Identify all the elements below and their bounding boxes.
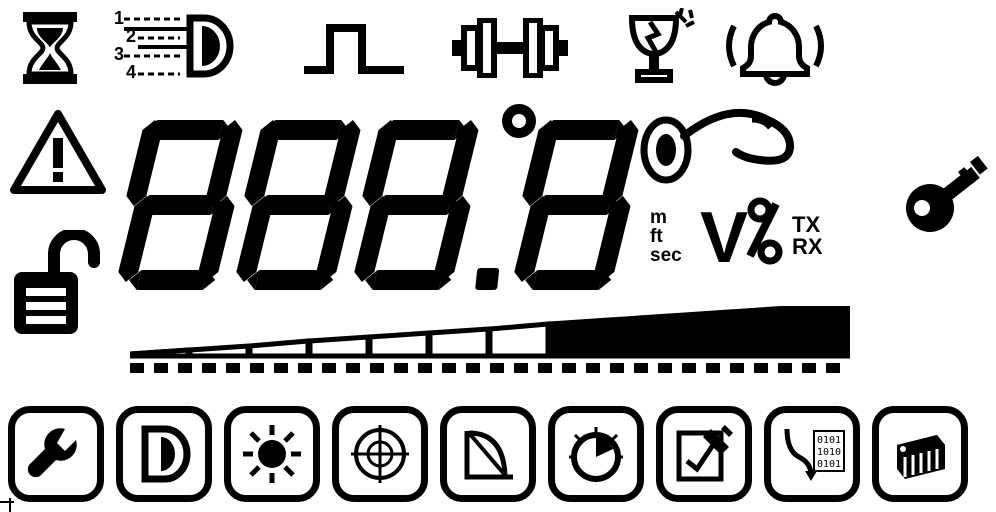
dial-icon bbox=[563, 421, 629, 487]
unit-sec: sec bbox=[650, 246, 682, 265]
channel-4-label: 4 bbox=[126, 62, 136, 82]
pulse-icon bbox=[300, 20, 410, 80]
menu-data-transfer-button[interactable]: 0101 1010 0101 bbox=[764, 406, 860, 502]
menu-wrench-button[interactable] bbox=[8, 406, 104, 502]
digit-0 bbox=[121, 120, 239, 290]
digit-3 bbox=[517, 120, 635, 290]
menu-sun-button[interactable] bbox=[224, 406, 320, 502]
crop-mark-icon bbox=[0, 492, 20, 512]
menu-row: 0101 1010 0101 bbox=[8, 406, 968, 502]
edit-icon bbox=[671, 421, 737, 487]
chip-icon bbox=[885, 421, 955, 487]
alarm-bell-icon bbox=[720, 8, 830, 86]
finger-press-icon bbox=[640, 106, 800, 196]
menu-chip-button[interactable] bbox=[872, 406, 968, 502]
crosshair-icon bbox=[347, 421, 413, 487]
dumbbell-icon bbox=[450, 18, 570, 78]
hourglass-icon bbox=[15, 8, 85, 88]
warning-icon bbox=[10, 110, 106, 196]
units-label: m ft sec bbox=[650, 208, 682, 265]
tx-label: TX bbox=[792, 214, 823, 236]
svg-text:0101: 0101 bbox=[817, 459, 841, 470]
channel-1-label: 1 bbox=[114, 10, 124, 28]
menu-curve-button[interactable] bbox=[440, 406, 536, 502]
unit-m: m bbox=[650, 208, 682, 227]
digit-2 bbox=[357, 120, 475, 290]
channel-3-label: 3 bbox=[114, 44, 124, 64]
decimal-point bbox=[475, 268, 499, 290]
unit-ft: ft bbox=[650, 227, 682, 246]
seven-segment-display bbox=[130, 120, 626, 290]
rx-label: RX bbox=[792, 236, 823, 258]
menu-edit-button[interactable] bbox=[656, 406, 752, 502]
txrx-label: TX RX bbox=[792, 214, 823, 258]
key-icon bbox=[900, 150, 990, 240]
sensor-icon bbox=[131, 421, 197, 487]
sensor-channels-icon: 1 2 3 4 bbox=[110, 10, 240, 84]
degree-symbol-icon bbox=[500, 102, 538, 140]
menu-crosshair-button[interactable] bbox=[332, 406, 428, 502]
digit-1 bbox=[239, 120, 357, 290]
wrench-icon bbox=[23, 421, 89, 487]
menu-sensor-button[interactable] bbox=[116, 406, 212, 502]
svg-text:1010: 1010 bbox=[817, 447, 841, 458]
sun-icon bbox=[239, 421, 305, 487]
unlock-icon bbox=[8, 230, 108, 340]
menu-dial-button[interactable] bbox=[548, 406, 644, 502]
svg-text:0101: 0101 bbox=[817, 435, 841, 446]
data-transfer-icon: 0101 1010 0101 bbox=[777, 421, 847, 487]
bargraph bbox=[130, 306, 850, 376]
voltage-percent-icon: V bbox=[700, 196, 790, 274]
glass-break-icon bbox=[620, 8, 700, 86]
svg-text:V: V bbox=[700, 198, 748, 274]
curve-icon bbox=[455, 421, 521, 487]
